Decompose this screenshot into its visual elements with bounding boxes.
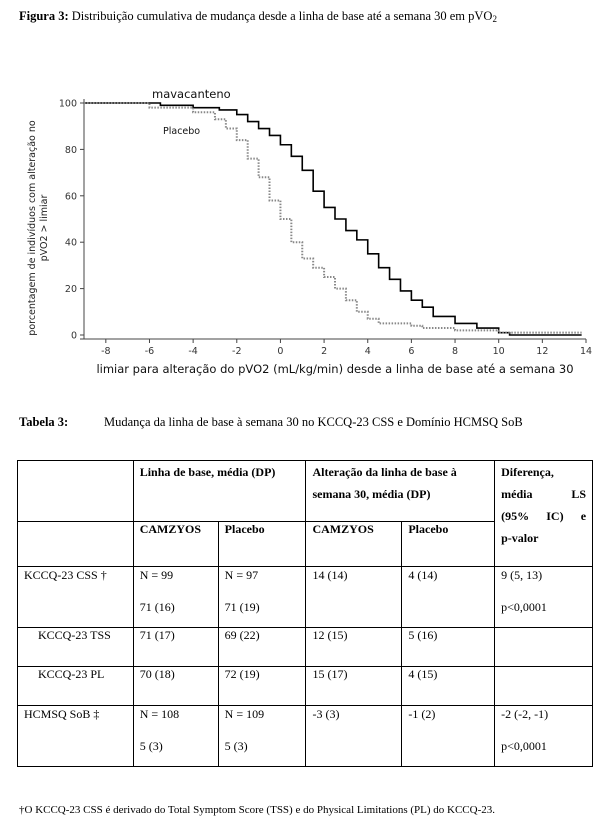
series-label-mavacanteno: mavacanteno (152, 87, 231, 101)
row-label: HCMSQ SoB ‡ (17, 705, 134, 767)
y-tick-label: 80 (65, 145, 77, 156)
table-row: HCMSQ SoB ‡ N = 108 5 (3) N = 109 5 (3) -3… (17, 705, 593, 767)
series-label-placebo: Placebo (163, 126, 200, 137)
table-footnote: †O KCCQ-23 CSS é derivado do Total Sympt… (19, 804, 495, 816)
change-placebo-cell: 5 (16) (401, 627, 496, 667)
header-difference: Diferença, média LS (95% IC) e p-valor (494, 460, 593, 567)
difference-cell: -2 (-2, -1) p<0,0001 (494, 705, 593, 767)
row-label: KCCQ-23 CSS † (17, 566, 134, 628)
x-tick-label: 10 (493, 346, 505, 357)
baseline-camzyos-cell: 70 (18) (132, 666, 219, 706)
x-axis-label: limiar para alteração do pVO2 (mL/kg/min… (96, 362, 573, 376)
header-baseline: Linha de base, média (DP) (132, 460, 307, 522)
y-axis-label-line2: pVO2 > limiar (39, 195, 50, 262)
subheader-placebo-baseline: Placebo (217, 521, 307, 567)
x-tick-label: 14 (580, 346, 592, 357)
figure-caption: Figura 3: Distribuição cumulativa de mud… (19, 9, 497, 24)
chart-axes (80, 99, 586, 340)
table-subheader-row: CAMZYOS Placebo CAMZYOS Placebo (17, 521, 593, 567)
header-change: Alteração da linha de base à semana 30, … (305, 460, 496, 522)
baseline-camzyos-cell: 71 (17) (132, 627, 219, 667)
x-tick-label: 8 (452, 346, 458, 357)
change-placebo-cell: 4 (14) (401, 566, 496, 628)
table-caption: Tabela 3: Mudança da linha de base à sema… (19, 415, 539, 430)
subheader-camzyos-baseline: CAMZYOS (132, 521, 219, 567)
chart-series (84, 102, 582, 336)
change-camzyos-cell: 12 (15) (305, 627, 403, 667)
x-tick-label: 2 (321, 346, 327, 357)
baseline-camzyos-cell: N = 99 71 (16) (132, 566, 219, 628)
series-line-mavacanteno (84, 102, 582, 336)
y-tick-label: 0 (71, 331, 77, 342)
results-table: Linha de base, média (DP) Alteração da l… (17, 460, 593, 767)
x-tick-label: 4 (365, 346, 371, 357)
x-tick-label: 6 (408, 346, 414, 357)
x-tick-label: -8 (101, 346, 110, 357)
subheader-empty-cell (17, 521, 134, 567)
cumulative-distribution-chart: porcentagem de indivíduos com alteração … (27, 87, 592, 376)
chart-ticks: -8 -6 -4 -2 0 2 4 6 8 10 12 14 0 20 40 60 80 100 (59, 99, 592, 358)
table-label: Tabela 3: (19, 415, 69, 429)
difference-cell (494, 666, 593, 706)
baseline-placebo-cell: N = 97 71 (19) (217, 566, 307, 628)
figure-label: Figura 3: (19, 9, 69, 23)
subheader-placebo-change: Placebo (401, 521, 496, 567)
change-camzyos-cell: 14 (14) (305, 566, 403, 628)
table-header-row: Linha de base, média (DP) Alteração da l… (17, 460, 593, 567)
y-tick-label: 20 (65, 284, 77, 295)
subheader-camzyos-change: CAMZYOS (305, 521, 403, 567)
table-row: KCCQ-23 PL 70 (18) 72 (19) 15 (17) 4 (15… (17, 666, 593, 706)
table-row: KCCQ-23 TSS 71 (17) 69 (22) 12 (15) 5 (1… (17, 627, 593, 667)
x-tick-label: -6 (145, 346, 154, 357)
chart-series-labels: mavacanteno Placebo (152, 87, 231, 137)
x-tick-label: -4 (188, 346, 197, 357)
figure-caption-text: Distribuição cumulativa de mudança desde… (71, 9, 493, 23)
series-line-placebo (84, 102, 582, 334)
y-tick-label: 100 (59, 99, 77, 110)
x-tick-label: 0 (277, 346, 283, 357)
difference-cell: 9 (5, 13) p<0,0001 (494, 566, 593, 628)
x-tick-label: -2 (232, 346, 241, 357)
x-tick-label: 12 (536, 346, 548, 357)
change-camzyos-cell: -3 (3) (305, 705, 403, 767)
row-label: KCCQ-23 TSS (17, 627, 134, 667)
row-label: KCCQ-23 PL (17, 666, 134, 706)
baseline-camzyos-cell: N = 108 5 (3) (132, 705, 219, 767)
y-tick-label: 40 (65, 238, 77, 249)
y-axis-label-line1: porcentagem de indivíduos com alteração … (27, 120, 38, 336)
change-placebo-cell: 4 (15) (401, 666, 496, 706)
change-placebo-cell: -1 (2) (401, 705, 496, 767)
table-caption-text: Mudança da linha de base à semana 30 no … (104, 415, 523, 429)
baseline-placebo-cell: N = 109 5 (3) (217, 705, 307, 767)
change-camzyos-cell: 15 (17) (305, 666, 403, 706)
baseline-placebo-cell: 69 (22) (217, 627, 307, 667)
difference-cell (494, 627, 593, 667)
header-empty-cell (17, 460, 134, 522)
figure-caption-subscript: 2 (492, 14, 497, 24)
table-row: KCCQ-23 CSS † N = 99 71 (16) N = 97 71 (19… (17, 566, 593, 628)
baseline-placebo-cell: 72 (19) (217, 666, 307, 706)
y-axis-label: porcentagem de indivíduos com alteração … (27, 120, 50, 336)
y-tick-label: 60 (65, 191, 77, 202)
